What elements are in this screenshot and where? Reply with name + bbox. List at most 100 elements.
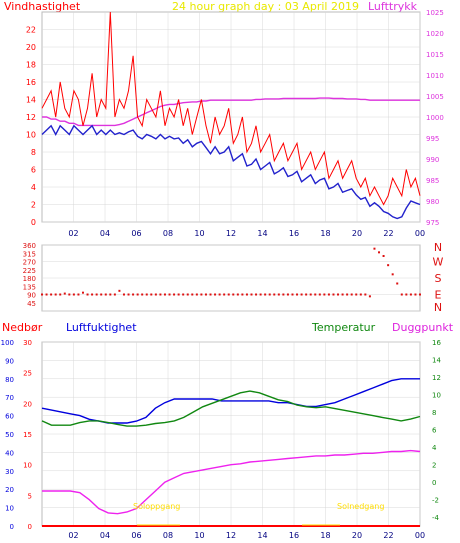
graph-title: 24 hour graph day : 03 April 2019 [172,0,359,13]
direction-point [318,293,321,296]
direction-point [141,293,144,296]
tick-label-x: 20 [352,229,362,238]
direction-point [341,293,344,296]
tick-label-x: 18 [320,531,330,540]
tick-label-temp-y: 6 [432,427,437,435]
direction-point [245,293,248,296]
tick-label-direction-y: 180 [23,275,36,283]
tick-label-pressure-y: 1005 [426,93,444,101]
direction-point [150,293,153,296]
direction-point [109,293,112,296]
tick-label-humidity-y: 40 [5,449,14,457]
compass-label: N [434,241,442,254]
tick-label-x: 14 [257,229,267,238]
tick-label-wind-y: 6 [31,166,36,175]
tick-label-humidity-y: 30 [5,468,14,476]
direction-point [327,293,330,296]
tick-label-x: 00 [415,229,425,238]
tick-label-pressure-y: 1025 [426,9,444,17]
direction-point [154,293,157,296]
direction-point [132,293,135,296]
tick-label-humidity-y: 70 [5,394,14,402]
tick-label-x: 14 [257,531,267,540]
wind-avg-line [41,124,421,220]
direction-point [364,293,367,296]
tick-label-precip-y: 30 [23,339,32,347]
wind-gust-line [41,11,421,206]
direction-point [41,293,43,296]
direction-point [250,293,253,296]
tick-label-precip-y: 5 [28,492,32,500]
tick-label-x: 04 [100,531,110,540]
tick-label-direction-y: 45 [27,300,36,308]
direction-point [168,293,171,296]
tick-label-x: 04 [100,229,110,238]
tick-label-pressure-y: 1010 [426,72,444,80]
direction-point [373,247,376,250]
tick-label-humidity-y: 100 [1,339,14,347]
tick-label-temp-y: -2 [432,497,439,505]
dewpoint-line [42,449,421,515]
direction-point [323,293,326,296]
tick-label-temp-y: 2 [432,462,436,470]
tick-label-wind-y: 18 [26,61,36,70]
direction-point [259,293,262,296]
direction-point [136,293,139,296]
temperature-line [41,390,421,427]
tick-label-wind-y: 22 [26,26,36,35]
tick-label-pressure-y: 1015 [426,51,444,59]
humidity-title: Luftfuktighet [66,321,137,334]
tick-label-direction-y: 225 [23,267,36,275]
tick-label-x: 08 [163,229,173,238]
tick-label-pressure-y: 990 [426,156,439,164]
direction-point [127,293,130,296]
direction-point [177,293,180,296]
direction-point [59,293,62,296]
direction-point [159,293,162,296]
direction-point [314,293,317,296]
precip-title: Nedbør [2,321,43,334]
direction-point [91,293,94,296]
tick-label-x: 16 [289,531,299,540]
direction-point [387,264,390,267]
direction-point [186,293,189,296]
tick-label-precip-y: 20 [23,400,32,408]
tick-label-x: 00 [415,531,425,540]
tick-label-humidity-y: 90 [5,357,14,365]
tick-label-wind-y: 10 [26,131,36,140]
tick-label-temp-y: 12 [432,374,441,382]
direction-point [337,293,340,296]
compass-label: N [434,301,442,314]
tick-label-x: 18 [320,229,330,238]
compass-label: E [435,289,442,302]
direction-point [236,293,239,296]
direction-point [145,293,148,296]
tick-label-humidity-y: 20 [5,486,14,494]
dew-title: Duggpunkt [392,321,454,334]
direction-point [232,293,235,296]
tick-label-temp-y: 16 [432,339,441,347]
direction-point [191,293,194,296]
direction-point [396,282,399,285]
direction-point [268,293,271,296]
compass-label: W [433,256,444,269]
direction-point [72,293,75,296]
direction-point [182,293,185,296]
tick-label-humidity-y: 80 [5,376,14,384]
tick-label-temp-y: 4 [432,444,437,452]
tick-label-x: 06 [131,229,141,238]
direction-point [264,293,267,296]
direction-point [209,293,212,296]
direction-point [68,293,71,296]
tick-label-wind-y: 0 [31,218,36,227]
tick-label-direction-y: 270 [23,259,36,267]
tick-label-direction-y: 135 [23,283,36,291]
tick-label-wind-y: 14 [26,96,36,105]
direction-point [332,293,335,296]
tick-label-pressure-y: 975 [426,219,439,227]
direction-point [286,293,289,296]
direction-point [282,293,285,296]
tick-label-precip-y: 15 [23,431,32,439]
direction-point [63,292,66,295]
